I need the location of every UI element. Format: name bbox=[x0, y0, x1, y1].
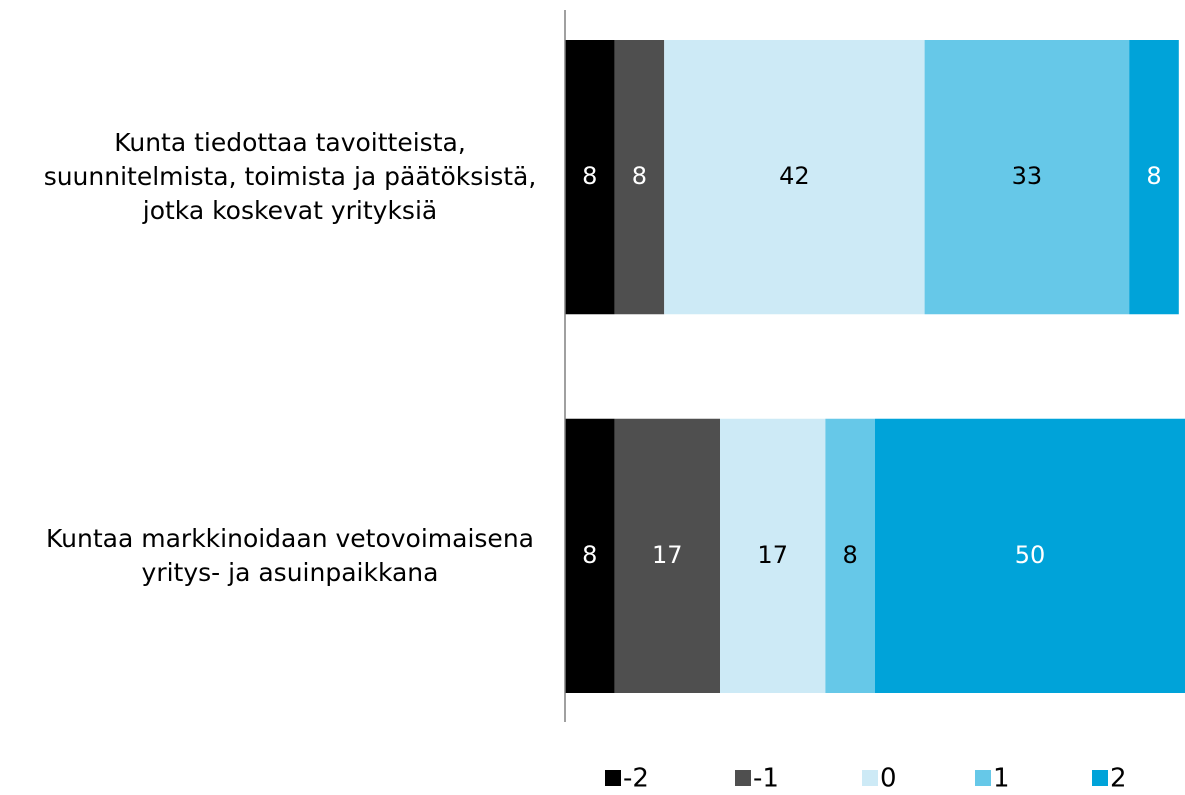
bar-segment bbox=[614, 418, 720, 693]
legend-label: -1 bbox=[753, 764, 779, 794]
data-label: 8 bbox=[1146, 162, 1161, 190]
data-label: 42 bbox=[779, 162, 810, 190]
legend-label: 2 bbox=[1110, 764, 1127, 794]
data-label: 8 bbox=[632, 162, 647, 190]
bar-segment bbox=[924, 40, 1130, 315]
legend-swatch bbox=[605, 770, 621, 786]
legend-swatch bbox=[975, 770, 991, 786]
data-label: 50 bbox=[1015, 541, 1046, 569]
bar-segment bbox=[875, 418, 1185, 693]
bar-segment bbox=[565, 40, 615, 315]
legend-label: 1 bbox=[993, 764, 1010, 794]
legend-swatch bbox=[735, 770, 751, 786]
legend-label: -2 bbox=[623, 764, 649, 794]
legend-label: 0 bbox=[880, 764, 897, 794]
bar-segment bbox=[565, 418, 615, 693]
data-label: 8 bbox=[582, 541, 597, 569]
bar-segment bbox=[720, 418, 826, 693]
data-label: 8 bbox=[582, 162, 597, 190]
legend-swatch bbox=[862, 770, 878, 786]
bar-segment bbox=[664, 40, 925, 315]
data-label: 17 bbox=[652, 541, 683, 569]
bar-segment bbox=[614, 40, 665, 315]
data-label: 8 bbox=[843, 541, 858, 569]
category-label: Kunta tiedottaa tavoitteista, suunnitelm… bbox=[43, 128, 537, 226]
category-label: Kuntaa markkinoidaan vetovoimaisena yrit… bbox=[46, 523, 534, 587]
bar-segment bbox=[825, 418, 875, 693]
bar-segment bbox=[1129, 40, 1179, 315]
data-label: 17 bbox=[757, 541, 788, 569]
data-label: 33 bbox=[1012, 162, 1043, 190]
legend-swatch bbox=[1092, 770, 1108, 786]
